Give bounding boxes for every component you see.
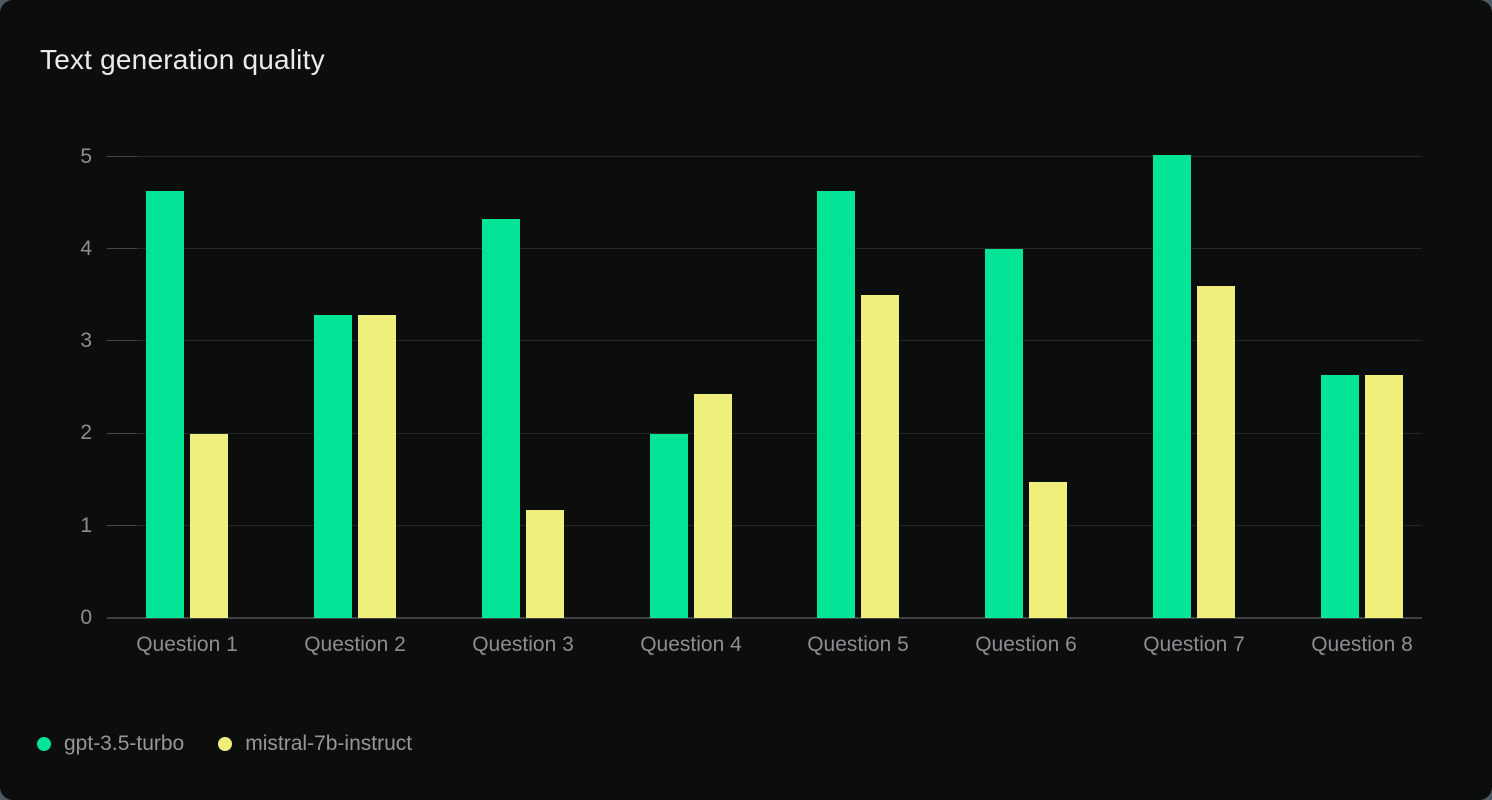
bar-mistral-7b-instruct[interactable]	[358, 314, 396, 618]
bar-gpt-3.5-turbo[interactable]	[817, 190, 855, 618]
bar-gpt-3.5-turbo[interactable]	[314, 314, 352, 618]
y-axis-tick-label: 4	[80, 237, 92, 260]
gridline-3	[107, 340, 1422, 341]
legend: gpt-3.5-turbo mistral-7b-instruct	[37, 732, 412, 756]
legend-label: gpt-3.5-turbo	[64, 732, 185, 755]
bar-mistral-7b-instruct[interactable]	[1029, 482, 1067, 618]
bar-group	[650, 393, 732, 618]
bar-group	[314, 314, 396, 618]
bar-group	[146, 190, 228, 618]
legend-dot-icon	[218, 737, 233, 751]
bar-gpt-3.5-turbo[interactable]	[482, 218, 520, 618]
x-axis-category-label: Question 8	[1311, 633, 1413, 656]
x-axis-category-label: Question 5	[807, 633, 909, 656]
bar-mistral-7b-instruct[interactable]	[526, 510, 564, 618]
x-axis-category-label: Question 7	[1143, 633, 1245, 656]
y-axis-tick-label: 5	[80, 145, 92, 168]
bar-group	[817, 190, 899, 618]
y-axis-tick-label: 3	[80, 329, 92, 352]
legend-dot-icon	[37, 737, 51, 751]
bar-mistral-7b-instruct[interactable]	[1197, 285, 1235, 618]
bar-mistral-7b-instruct[interactable]	[1365, 375, 1403, 618]
legend-item-gpt-3.5-turbo[interactable]: gpt-3.5-turbo	[37, 732, 184, 756]
y-axis-tick-label: 1	[80, 514, 92, 537]
legend-item-mistral-7b-instruct[interactable]: mistral-7b-instruct	[218, 732, 412, 756]
gridline-5	[107, 156, 1422, 157]
bar-gpt-3.5-turbo[interactable]	[146, 190, 184, 618]
x-axis-category-label: Question 6	[975, 633, 1077, 656]
y-axis-tick-label: 0	[80, 606, 92, 629]
bar-gpt-3.5-turbo[interactable]	[1321, 375, 1359, 618]
bar-mistral-7b-instruct[interactable]	[694, 393, 732, 618]
legend-label: mistral-7b-instruct	[245, 732, 413, 755]
bar-gpt-3.5-turbo[interactable]	[650, 433, 688, 618]
bar-mistral-7b-instruct[interactable]	[861, 295, 899, 618]
gridline-1	[107, 525, 1422, 526]
x-axis-category-label: Question 1	[136, 633, 238, 656]
bar-group	[1321, 375, 1403, 618]
chart-title: Text generation quality	[40, 44, 325, 75]
gridline-4	[107, 248, 1422, 249]
x-axis-category-label: Question 2	[304, 633, 406, 656]
bar-mistral-7b-instruct[interactable]	[190, 433, 228, 618]
x-axis-category-label: Question 3	[472, 633, 574, 656]
y-axis-tick-label: 2	[80, 421, 92, 444]
bar-group	[985, 249, 1067, 618]
bar-group	[482, 218, 564, 618]
bar-group	[1153, 154, 1235, 618]
gridline-2	[107, 433, 1422, 434]
x-axis-category-label: Question 4	[640, 633, 742, 656]
bar-gpt-3.5-turbo[interactable]	[1153, 154, 1191, 618]
x-axis-baseline	[107, 617, 1422, 619]
bar-gpt-3.5-turbo[interactable]	[985, 249, 1023, 618]
